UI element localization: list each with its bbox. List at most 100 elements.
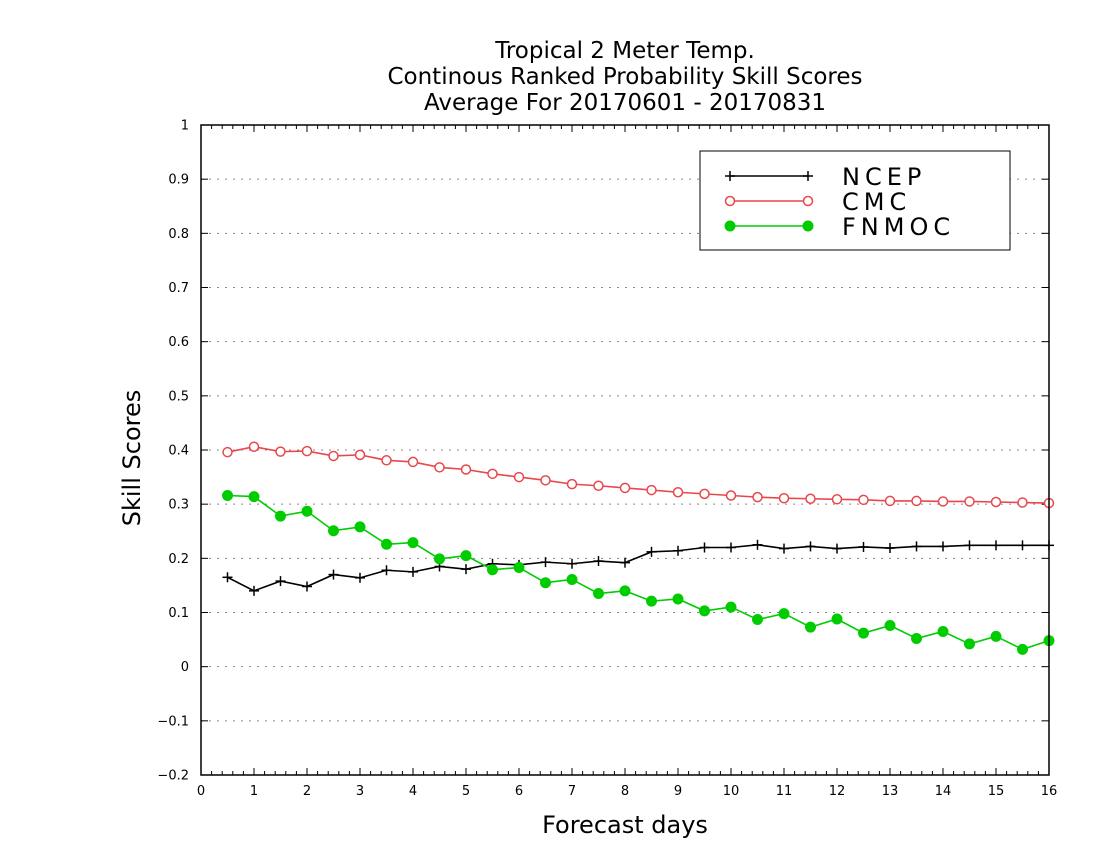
point-marker <box>248 491 260 503</box>
point-marker <box>593 556 604 567</box>
x-tick-label: 1 <box>250 784 258 799</box>
x-tick-label: 13 <box>882 784 899 799</box>
point-marker <box>275 446 286 457</box>
series-ncep <box>222 539 1054 596</box>
point-marker <box>354 521 366 533</box>
point-marker <box>222 446 233 458</box>
point-marker <box>434 462 445 473</box>
point-marker <box>805 621 816 633</box>
point-marker <box>540 577 551 589</box>
y-tick-label: 0.9 <box>168 173 189 188</box>
x-tick-label: 4 <box>409 784 417 799</box>
series-fnmoc <box>222 490 1055 655</box>
point-marker <box>673 545 683 556</box>
point-marker <box>725 171 735 181</box>
point-marker <box>301 505 313 517</box>
point-marker <box>884 620 896 631</box>
point-marker <box>911 633 922 644</box>
y-tick-label: −0.2 <box>157 769 189 784</box>
point-marker <box>724 220 736 232</box>
point-marker <box>302 581 312 592</box>
point-marker <box>566 573 578 585</box>
point-marker <box>858 627 869 639</box>
point-marker <box>699 488 710 500</box>
point-marker <box>724 195 736 207</box>
point-marker <box>1017 643 1028 655</box>
point-marker <box>460 550 472 562</box>
y-tick-label: 0 <box>181 660 189 675</box>
point-marker <box>381 455 392 466</box>
x-tick-label: 10 <box>723 784 740 799</box>
point-marker <box>752 491 763 503</box>
x-axis-ticks: 0 1 2 3 4 5 6 7 8 9 10 11 12 13 14 15 16 <box>197 125 1057 799</box>
x-tick-label: 5 <box>462 784 470 799</box>
point-marker <box>222 572 233 583</box>
point-marker <box>619 585 631 597</box>
point-marker <box>938 541 948 552</box>
point-marker <box>381 565 392 576</box>
point-marker <box>779 543 789 554</box>
point-marker <box>1017 540 1028 551</box>
point-marker <box>354 449 366 461</box>
point-marker <box>725 601 737 613</box>
point-marker <box>831 494 843 505</box>
point-marker <box>752 539 763 550</box>
point-marker <box>964 540 975 551</box>
y-tick-label: 0.6 <box>168 335 189 350</box>
point-marker <box>964 638 975 650</box>
point-marker <box>805 493 816 504</box>
x-tick-label: 12 <box>829 784 846 799</box>
x-tick-label: 9 <box>674 784 682 799</box>
legend-label-fnmoc: FNMOC <box>842 213 955 241</box>
point-marker <box>461 564 471 575</box>
series-line-ncep <box>227 543 1049 592</box>
chart-title-line-3: Average For 20170601 - 20170831 <box>424 90 826 116</box>
point-marker <box>328 525 339 537</box>
series-layer <box>222 441 1055 655</box>
point-marker <box>752 614 763 626</box>
legend-label-cmc: CMC <box>842 188 911 216</box>
y-tick-label: 0.8 <box>168 227 189 242</box>
point-marker <box>434 553 445 565</box>
point-marker <box>990 496 1002 508</box>
point-marker <box>778 608 790 620</box>
y-tick-label: 1 <box>181 119 189 134</box>
point-marker <box>408 566 418 577</box>
point-marker <box>911 541 922 552</box>
point-marker <box>407 537 419 549</box>
point-marker <box>567 558 577 569</box>
point-marker <box>328 569 339 580</box>
point-marker <box>328 450 339 462</box>
x-tick-label: 8 <box>621 784 629 799</box>
point-marker <box>672 487 684 498</box>
point-marker <box>1017 497 1028 508</box>
x-tick-label: 15 <box>988 784 1005 799</box>
legend-label-ncep: NCEP <box>842 163 926 191</box>
point-marker <box>802 195 814 207</box>
point-marker <box>885 543 895 554</box>
x-tick-label: 0 <box>197 784 205 799</box>
y-axis-ticks: −0.2 −0.1 0 0.1 0.2 0.3 0.4 0.5 0.6 0.7 0.8 0.9 1 <box>157 119 1049 784</box>
chart-title-line-1: Tropical 2 Meter Temp. <box>494 38 755 64</box>
point-marker <box>540 475 551 486</box>
point-marker <box>646 484 657 496</box>
point-marker <box>646 546 657 557</box>
point-marker <box>619 482 631 494</box>
point-marker <box>566 478 578 490</box>
series-cmc <box>222 441 1055 509</box>
point-marker <box>275 576 286 587</box>
point-marker <box>593 588 604 600</box>
point-marker <box>672 593 684 605</box>
point-marker <box>513 562 525 574</box>
x-tick-label: 3 <box>356 784 364 799</box>
point-marker <box>699 605 710 617</box>
point-marker <box>699 542 710 553</box>
y-tick-label: −0.1 <box>157 714 189 729</box>
point-marker <box>593 480 604 491</box>
x-tick-label: 7 <box>568 784 576 799</box>
point-marker <box>831 613 843 625</box>
point-marker <box>407 456 419 468</box>
point-marker <box>990 630 1002 642</box>
